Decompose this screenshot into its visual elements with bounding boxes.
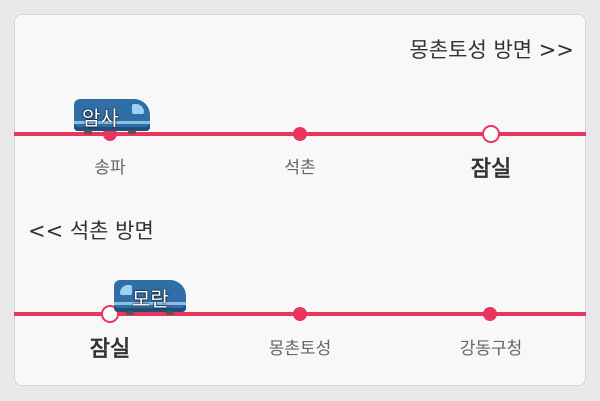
train-window xyxy=(132,104,144,114)
station-name[interactable]: 송파 xyxy=(94,158,126,178)
train-wheel xyxy=(166,311,174,315)
station-name[interactable]: 강동구청 xyxy=(459,339,523,359)
train-destination-label: 암사 xyxy=(82,106,119,130)
train-stripe xyxy=(74,121,150,124)
train-icon[interactable]: 모란 xyxy=(114,280,186,315)
train-wheel xyxy=(84,130,92,134)
train-wheel xyxy=(128,130,136,134)
current-station-name[interactable]: 잠실 xyxy=(89,337,131,362)
train-window xyxy=(120,285,132,295)
station-dot xyxy=(483,307,497,321)
arrival-info-card xyxy=(14,14,586,386)
current-station-dot xyxy=(482,125,500,143)
station-dot xyxy=(293,307,307,321)
station-name[interactable]: 석촌 xyxy=(284,158,316,178)
direction-label-lower: << 석촌 방면 xyxy=(28,219,154,243)
direction-label-upper: 몽촌토성 방면 >> xyxy=(409,38,574,62)
station-dot xyxy=(293,127,307,141)
current-station-name[interactable]: 잠실 xyxy=(470,157,512,182)
train-wheel xyxy=(126,311,134,315)
train-stripe xyxy=(114,302,186,305)
station-name[interactable]: 몽촌토성 xyxy=(268,339,332,359)
train-destination-label: 모란 xyxy=(132,287,169,311)
train-icon[interactable]: 암사 xyxy=(74,99,150,134)
